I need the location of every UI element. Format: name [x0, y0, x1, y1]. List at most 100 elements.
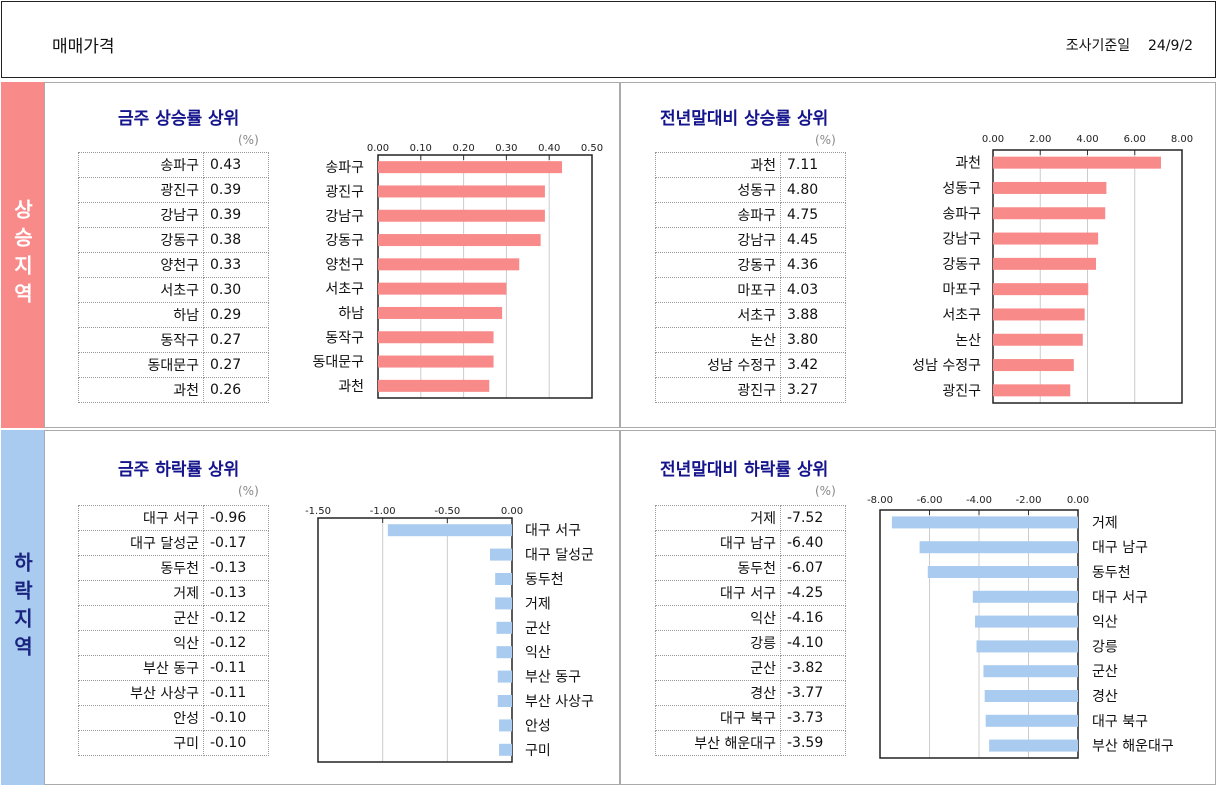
ranking-table: 송파구 0.43 광진구 0.39 강남구 0.39 강동구 0.38 양천구 0.33 서초구 0.…	[78, 152, 269, 403]
bar	[378, 355, 494, 368]
region-name: 강남구	[78, 202, 204, 228]
table-row: 동두천 -0.13	[78, 555, 269, 581]
region-name: 익산	[655, 605, 781, 631]
ranking-table: 과천 7.11 성동구 4.80 송파구 4.75 강남구 4.45 강동구 4.36 마포구 4.0…	[655, 152, 846, 403]
table-row: 과천 0.26	[78, 377, 269, 403]
region-name: 강동구	[655, 252, 781, 278]
table-row: 익산 -4.16	[655, 605, 846, 631]
category-label: 군산	[525, 621, 551, 637]
tick-label: -0.50	[434, 506, 460, 517]
change-value: 4.80	[780, 177, 846, 203]
plot-frame	[317, 517, 513, 763]
tick-label: 0.00	[501, 506, 523, 517]
region-name: 서초구	[655, 302, 781, 328]
section-rise: 상승지역	[1, 82, 44, 428]
plot-frame	[992, 149, 1183, 404]
change-value: 4.75	[780, 202, 846, 228]
chart-title: 금주 상승률 상위	[118, 109, 240, 129]
tick-label: 0.00	[982, 134, 1004, 145]
bar	[975, 615, 1078, 628]
tick-label: -8.00	[867, 495, 893, 506]
table-row: 성동구 4.80	[655, 177, 846, 203]
category-label: 안성	[525, 718, 551, 734]
change-value: 0.27	[203, 327, 269, 353]
region-name: 대구 북구	[655, 705, 781, 731]
tick-label: 8.00	[1171, 134, 1193, 145]
region-name: 송파구	[78, 152, 204, 178]
table-row: 익산 -0.12	[78, 630, 269, 656]
category-label: 과천	[338, 379, 364, 395]
bar	[891, 516, 1078, 529]
category-label: 부산 사상구	[525, 694, 594, 710]
table-row: 강남구 0.39	[78, 202, 269, 228]
category-label: 광진구	[325, 184, 364, 200]
table-row: 강동구 4.36	[655, 252, 846, 278]
bar	[495, 597, 512, 610]
region-name: 과천	[78, 377, 204, 403]
category-label: 양천구	[325, 257, 364, 273]
ranking-table: 거제 -7.52 대구 남구 -6.40 동두천 -6.07 대구 서구 -4.25 익산 -4.…	[655, 505, 846, 756]
category-label: 강동구	[942, 257, 981, 273]
unit-label: (%)	[238, 484, 259, 498]
category-label: 서초구	[942, 307, 981, 323]
change-value: 3.27	[780, 377, 846, 403]
category-label: 거제	[525, 596, 551, 612]
section-fall: 하락지역	[1, 430, 44, 785]
bar	[378, 209, 545, 222]
category-label: 군산	[1092, 664, 1118, 680]
category-label: 송파구	[325, 160, 364, 176]
category-label: 익산	[525, 645, 551, 661]
table-row: 서초구 3.88	[655, 302, 846, 328]
table-row: 광진구 3.27	[655, 377, 846, 403]
table-row: 동대문구 0.27	[78, 352, 269, 378]
change-value: 4.03	[780, 277, 846, 303]
bar	[927, 566, 1078, 578]
category-label: 거제	[1092, 515, 1118, 531]
table-row: 동두천 -6.07	[655, 555, 846, 581]
region-name: 부산 해운대구	[655, 730, 781, 756]
change-value: 3.80	[780, 327, 846, 353]
bar	[495, 573, 512, 585]
change-value: -3.82	[780, 655, 846, 681]
change-value: 3.42	[780, 352, 846, 378]
region-name: 익산	[78, 630, 204, 656]
table-row: 송파구 0.43	[78, 152, 269, 178]
tick-label: 0.00	[367, 143, 389, 154]
table-row: 구미 -0.10	[78, 730, 269, 756]
change-value: 0.30	[203, 277, 269, 303]
table-row: 양천구 0.33	[78, 252, 269, 278]
change-value: -3.73	[780, 705, 846, 731]
category-label: 경산	[1092, 689, 1118, 705]
region-name: 강동구	[78, 227, 204, 253]
category-label: 대구 달성군	[525, 548, 594, 564]
category-label: 성동구	[942, 181, 981, 197]
tick-label: 0.50	[581, 143, 603, 154]
table-row: 성남 수정구 3.42	[655, 352, 846, 378]
change-value: -0.17	[203, 530, 269, 556]
tick-label: 4.00	[1076, 134, 1098, 145]
region-name: 안성	[78, 705, 204, 731]
table-row: 서초구 0.30	[78, 277, 269, 303]
change-value: 7.11	[780, 152, 846, 178]
region-name: 서초구	[78, 277, 204, 303]
bar	[378, 161, 563, 174]
bar	[993, 359, 1074, 372]
bar	[497, 670, 512, 683]
region-name: 성남 수정구	[655, 352, 781, 378]
change-value: 4.45	[780, 227, 846, 253]
category-label: 강남구	[325, 209, 364, 225]
tick-label: 0.20	[452, 143, 474, 154]
change-value: -0.10	[203, 730, 269, 756]
category-label: 대구 남구	[1092, 540, 1148, 556]
bar	[499, 719, 512, 732]
change-value: 0.33	[203, 252, 269, 278]
bar	[993, 181, 1107, 194]
bar	[993, 257, 1097, 270]
table-row: 부산 동구 -0.11	[78, 655, 269, 681]
bar	[993, 232, 1099, 245]
bar	[993, 333, 1083, 346]
bar	[985, 714, 1078, 727]
page-title: 매매가격	[52, 37, 115, 57]
